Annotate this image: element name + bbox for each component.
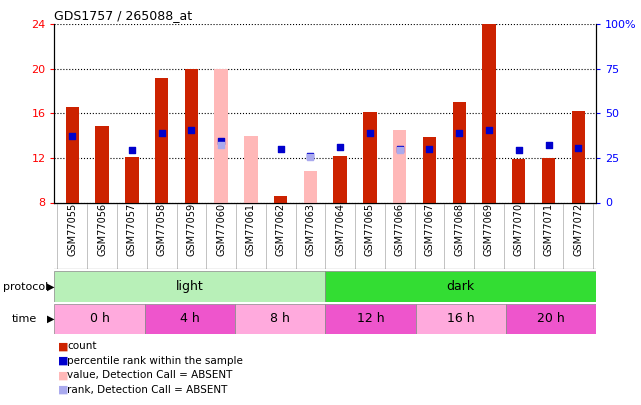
Point (216, 138, 226, 145)
Bar (572, 111, 585, 202)
Bar (512, 159, 526, 202)
Text: GSM77071: GSM77071 (544, 202, 554, 256)
Bar (54, 271, 326, 302)
Text: GSM77062: GSM77062 (276, 202, 286, 256)
Bar (185, 69, 198, 202)
Bar (326, 271, 596, 302)
Text: GSM77055: GSM77055 (67, 202, 78, 256)
Text: dark: dark (447, 280, 475, 293)
Text: ▶: ▶ (47, 314, 54, 324)
Text: GSM77063: GSM77063 (305, 202, 315, 256)
Point (424, 146, 435, 152)
Bar (415, 304, 506, 334)
Text: percentile rank within the sample: percentile rank within the sample (67, 356, 243, 366)
Text: 12 h: 12 h (356, 312, 384, 326)
Bar (333, 156, 347, 202)
Bar (96, 126, 109, 202)
Point (365, 130, 375, 137)
Bar (54, 304, 145, 334)
Text: 20 h: 20 h (537, 312, 565, 326)
Point (127, 147, 137, 153)
Bar (235, 304, 326, 334)
Text: GSM77070: GSM77070 (513, 202, 524, 256)
Text: count: count (67, 341, 97, 351)
Text: ■: ■ (58, 356, 68, 366)
Point (305, 153, 315, 160)
Point (484, 127, 494, 133)
Point (216, 141, 226, 148)
Point (454, 130, 464, 137)
Text: ■: ■ (58, 371, 68, 380)
Bar (304, 171, 317, 202)
Text: GSM77056: GSM77056 (97, 202, 107, 256)
Bar (215, 69, 228, 202)
Point (67, 132, 78, 139)
Bar (542, 158, 555, 202)
Text: GSM77067: GSM77067 (424, 202, 435, 256)
Text: 16 h: 16 h (447, 312, 474, 326)
Point (513, 147, 524, 153)
Point (395, 147, 405, 153)
Text: 0 h: 0 h (90, 312, 110, 326)
Bar (482, 24, 495, 202)
Text: ■: ■ (58, 341, 68, 351)
Text: GSM77061: GSM77061 (246, 202, 256, 256)
Text: 4 h: 4 h (180, 312, 200, 326)
Bar (326, 304, 415, 334)
Text: GDS1757 / 265088_at: GDS1757 / 265088_at (54, 9, 192, 22)
Point (573, 145, 583, 151)
Text: GSM77068: GSM77068 (454, 202, 464, 256)
Text: GSM77072: GSM77072 (573, 202, 583, 256)
Text: 8 h: 8 h (271, 312, 290, 326)
Bar (453, 102, 466, 202)
Text: GSM77059: GSM77059 (187, 202, 196, 256)
Text: time: time (12, 314, 37, 324)
Bar (274, 196, 287, 202)
Text: light: light (176, 280, 204, 293)
Bar (363, 112, 377, 202)
Bar (125, 157, 138, 202)
Point (544, 141, 554, 148)
Text: GSM77066: GSM77066 (395, 202, 404, 256)
Text: GSM77065: GSM77065 (365, 202, 375, 256)
Point (395, 146, 405, 152)
Text: GSM77060: GSM77060 (216, 202, 226, 256)
Bar (506, 304, 596, 334)
Point (187, 127, 197, 133)
Bar (393, 130, 406, 202)
Bar (155, 78, 169, 202)
Bar (423, 137, 436, 202)
Text: GSM77058: GSM77058 (156, 202, 167, 256)
Text: GSM77064: GSM77064 (335, 202, 345, 256)
Point (305, 153, 315, 159)
Point (276, 146, 286, 152)
Bar (244, 136, 258, 202)
Bar (145, 304, 235, 334)
Text: value, Detection Call = ABSENT: value, Detection Call = ABSENT (67, 371, 233, 380)
Point (335, 144, 345, 150)
Text: rank, Detection Call = ABSENT: rank, Detection Call = ABSENT (67, 385, 228, 395)
Text: protocol: protocol (3, 282, 49, 292)
Text: ■: ■ (58, 385, 68, 395)
Text: GSM77069: GSM77069 (484, 202, 494, 256)
Text: ▶: ▶ (47, 282, 54, 292)
Point (156, 130, 167, 137)
Text: GSM77057: GSM77057 (127, 202, 137, 256)
Bar (65, 107, 79, 202)
